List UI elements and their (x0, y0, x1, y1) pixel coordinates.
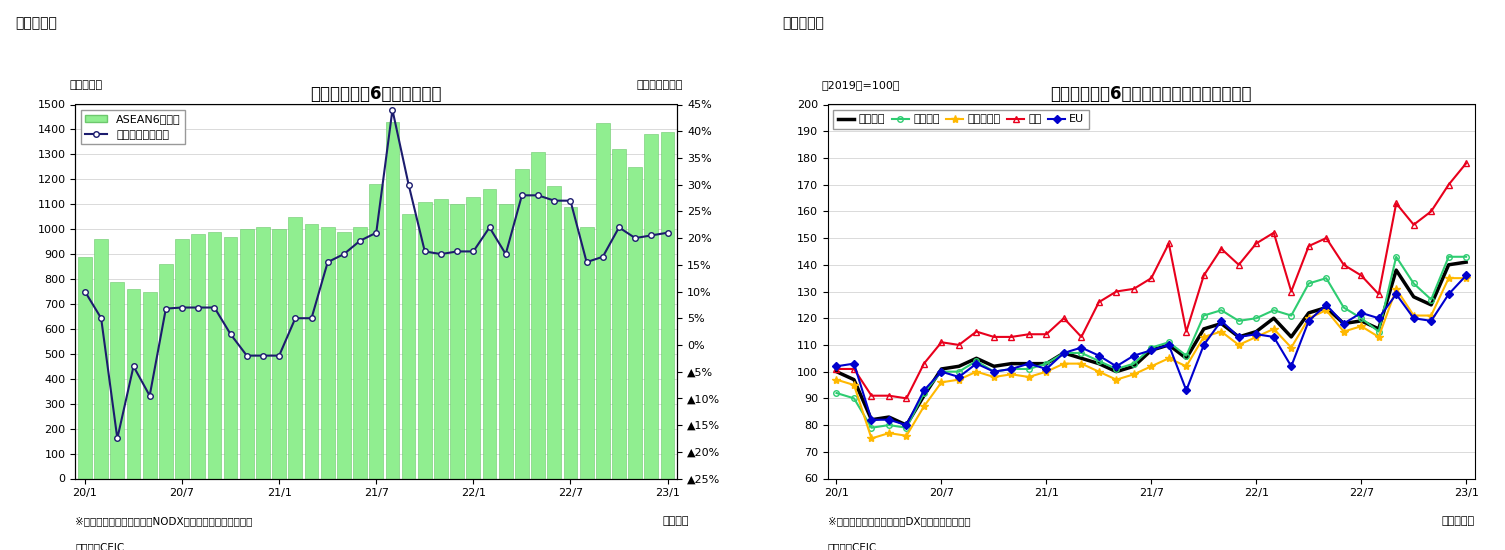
Text: （年／月）: （年／月） (1442, 516, 1475, 526)
Bar (143, 292, 157, 478)
Legend: ASEAN6カ国計, 増加率（右目盛）: ASEAN6カ国計, 増加率（右目盛） (81, 110, 185, 145)
Bar (402, 214, 415, 478)
Bar (548, 185, 561, 478)
Bar (78, 257, 92, 478)
Text: （資料）CEIC: （資料）CEIC (828, 542, 877, 550)
Text: （年月）: （年月） (662, 516, 689, 526)
Bar (289, 217, 303, 478)
Bar (208, 232, 221, 478)
Text: （図表１）: （図表１） (15, 16, 57, 30)
Text: （2019年=100）: （2019年=100） (822, 80, 900, 90)
Bar (467, 197, 480, 478)
Bar (628, 167, 643, 478)
Bar (450, 204, 464, 478)
Bar (110, 282, 125, 478)
Text: ※シンガポールの輸出額はDX（再輸出除く）。: ※シンガポールの輸出額はDX（再輸出除く）。 (828, 516, 971, 526)
Bar (239, 229, 254, 478)
Bar (498, 204, 513, 478)
Legend: 輸出全体, 東アジア, 東南アジア, 北米, EU: 輸出全体, 東アジア, 東南アジア, 北米, EU (834, 110, 1090, 129)
Bar (596, 123, 610, 478)
Bar (483, 189, 497, 478)
Bar (304, 224, 319, 478)
Bar (418, 202, 432, 478)
Title: アセアン主要6カ国の輸出額: アセアン主要6カ国の輸出額 (310, 85, 442, 103)
Text: ※シンガポールの輸出額はNODX（石油と再輸出除く）。: ※シンガポールの輸出額はNODX（石油と再輸出除く）。 (75, 516, 253, 526)
Bar (531, 152, 545, 478)
Text: （資料）CEIC: （資料）CEIC (75, 542, 125, 550)
Text: （前年同月比）: （前年同月比） (637, 80, 683, 90)
Bar (175, 239, 190, 478)
Bar (191, 234, 205, 478)
Bar (433, 199, 448, 478)
Title: アセアン主要6カ国　仕向け地別の輸出動向: アセアン主要6カ国 仕向け地別の輸出動向 (1050, 85, 1252, 103)
Bar (661, 132, 674, 478)
Bar (337, 232, 351, 478)
Bar (385, 122, 399, 479)
Bar (579, 227, 593, 478)
Text: （億ドル）: （億ドル） (69, 80, 102, 90)
Bar (224, 236, 238, 478)
Bar (160, 264, 173, 478)
Bar (321, 227, 334, 478)
Bar (256, 227, 269, 478)
Bar (126, 289, 140, 478)
Bar (354, 227, 367, 478)
Bar (369, 184, 384, 478)
Bar (95, 239, 108, 478)
Bar (613, 150, 626, 478)
Text: （図表２）: （図表２） (783, 16, 825, 30)
Bar (563, 207, 578, 478)
Bar (644, 134, 658, 478)
Bar (515, 169, 528, 478)
Bar (272, 229, 286, 478)
